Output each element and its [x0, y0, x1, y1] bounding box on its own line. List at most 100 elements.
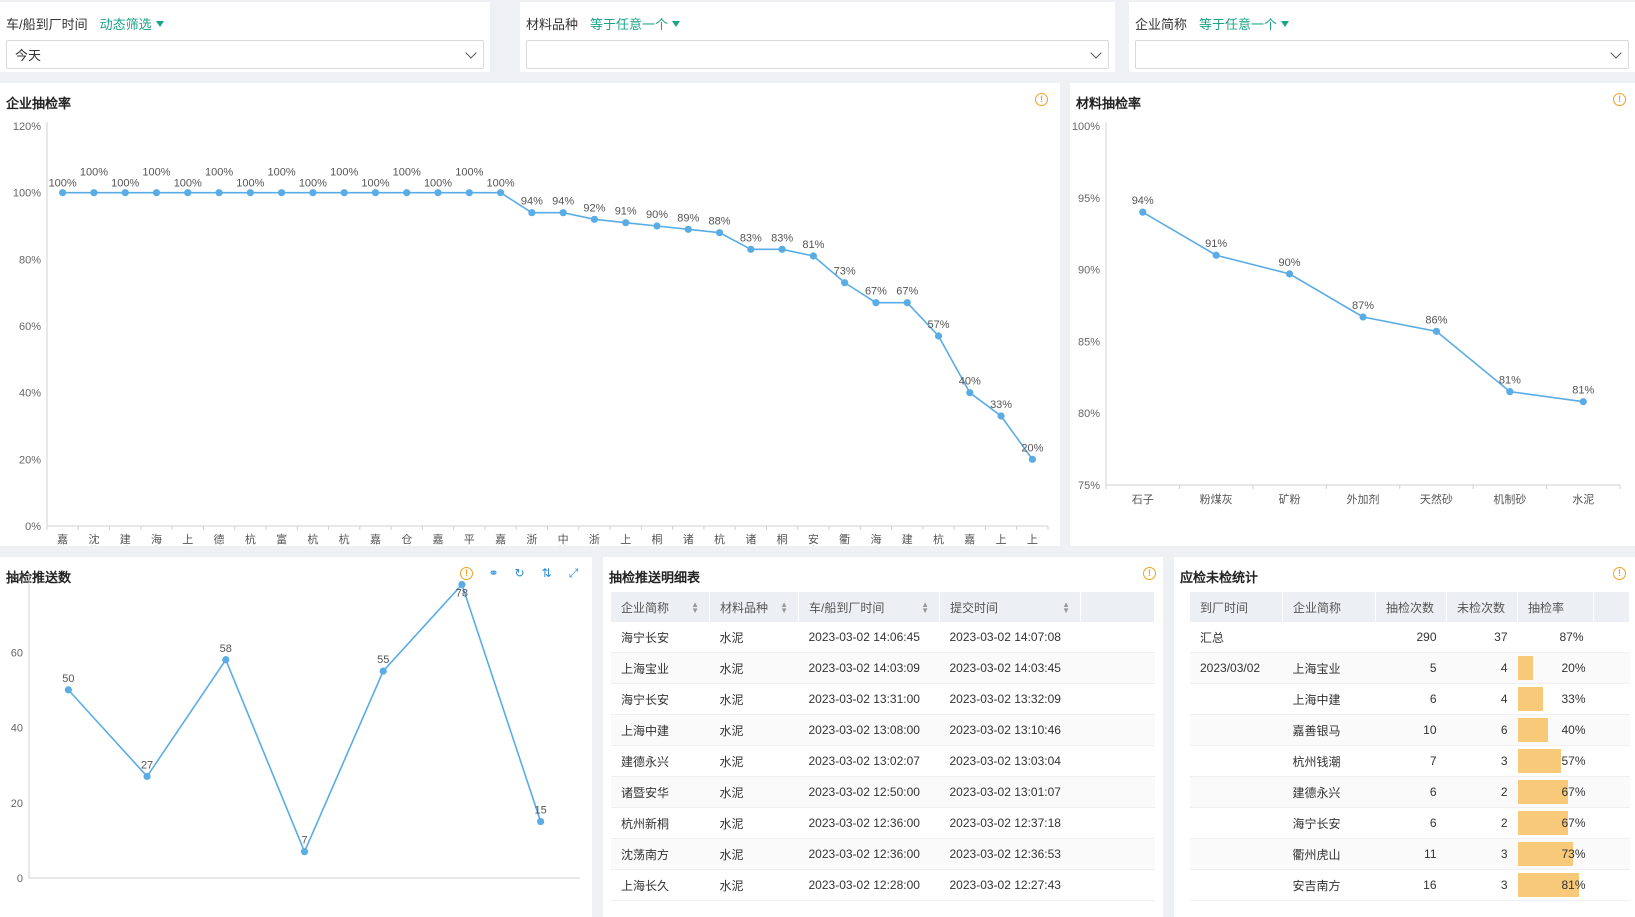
table-row[interactable]: 上海长久 水泥 2023-03-02 12:28:00 2023-03-02 12:2…: [611, 869, 1155, 901]
table-cell-empty: [1593, 652, 1630, 684]
table-row[interactable]: 沈荡南方 水泥 2023-03-02 12:36:00 2023-03-02 12:3…: [611, 838, 1155, 870]
info-icon[interactable]: !: [1613, 567, 1626, 580]
table-row[interactable]: 2023/03/02 上海宝业 5 4 20%: [1190, 652, 1630, 684]
data-label: 15: [535, 805, 547, 817]
data-label: 90%: [646, 209, 668, 221]
info-icon[interactable]: !: [1613, 93, 1626, 106]
table-cell: 水泥: [709, 683, 799, 715]
x-tick-label: 杭州新桐: [339, 532, 350, 546]
table-row[interactable]: 上海宝业 水泥 2023-03-02 14:03:09 2023-03-02 14:0…: [611, 652, 1155, 684]
table-row[interactable]: 上海中建 水泥 2023-03-02 13:08:00 2023-03-02 13:1…: [611, 714, 1155, 746]
data-label: 100%: [455, 167, 483, 179]
filter-title: 车/船到厂时间: [6, 17, 88, 32]
col-header-missed[interactable]: 未检次数: [1446, 592, 1518, 622]
material-select[interactable]: [526, 40, 1109, 69]
col-header-company[interactable]: 企业简称 ▲ ▼: [611, 592, 710, 622]
material-rate-chart: 75% 80% 85% 90% 95% 100% 石子 粉煤灰 矿粉 外加剂 天然砂 机制砂 水泥 94%…: [1072, 121, 1621, 506]
table-row[interactable]: 安吉南方 16 3 81%: [1190, 869, 1630, 901]
info-icon[interactable]: !: [460, 567, 473, 580]
y-tick-label: 0%: [25, 521, 41, 533]
y-tick-label: 0: [17, 873, 23, 885]
data-point: [1028, 455, 1036, 463]
company-cell: 杭州钱潮: [1282, 745, 1376, 777]
data-point: [966, 389, 974, 397]
missed-cell: 2: [1446, 776, 1518, 808]
expand-icon[interactable]: ⤢: [568, 566, 579, 580]
table-cell: 水泥: [709, 807, 799, 839]
x-tick-label: 水泥: [1572, 493, 1594, 506]
col-header-material[interactable]: 材料品种 ▲ ▼: [709, 592, 799, 622]
panel-title: 抽检推送明细表: [609, 570, 701, 585]
summary-count: 290: [1375, 622, 1447, 653]
filter-mode-dropdown[interactable]: 等于任意一个: [590, 14, 681, 33]
sort-icon[interactable]: ▲ ▼: [921, 599, 929, 615]
table-row[interactable]: 诸暨安华 水泥 2023-03-02 12:50:00 2023-03-02 13:0…: [611, 776, 1155, 808]
col-header-count[interactable]: 抽检次数: [1375, 592, 1447, 622]
missed-cell: 3: [1446, 869, 1518, 901]
col-header-submit[interactable]: 提交时间 ▲ ▼: [939, 592, 1081, 622]
col-header-arrival[interactable]: 车/船到厂时间 ▲ ▼: [798, 592, 940, 622]
col-header-rate[interactable]: 抽检率: [1517, 592, 1594, 622]
company-cell: 上海宝业: [1282, 652, 1376, 684]
company-cell: 安吉南方: [1282, 869, 1376, 901]
filter-mode-dropdown[interactable]: 动态筛选: [100, 14, 164, 33]
sort-icon[interactable]: ▲ ▼: [1062, 599, 1070, 615]
select-value: 今天: [15, 48, 42, 63]
data-label: 89%: [677, 212, 699, 224]
panel-title: 材料抽检率: [1076, 96, 1142, 111]
x-tick-label: 机制砂: [1493, 492, 1526, 506]
missed-cell: 4: [1446, 683, 1518, 715]
col-header-company[interactable]: 企业简称: [1282, 592, 1376, 622]
info-icon[interactable]: !: [1035, 93, 1048, 106]
uninspected-table: 到厂时间 企业简称 抽检次数 未检次数 抽检率 汇总 290 37 87% 2023/0…: [1190, 592, 1630, 901]
x-tick-label: 杭州西子: [245, 532, 256, 546]
table-cell-empty: [1080, 622, 1155, 653]
arrival-time-select[interactable]: 今天: [6, 40, 484, 69]
y-tick-label: 20%: [19, 454, 41, 466]
data-label: 83%: [771, 232, 793, 244]
rate-bar-cell: 33%: [1517, 683, 1594, 715]
link-icon[interactable]: ⚭: [488, 566, 499, 580]
data-label: 100%: [49, 178, 77, 190]
data-label: 100%: [80, 167, 108, 179]
y-tick-label: 120%: [13, 121, 41, 133]
table-cell: 沈荡南方: [611, 838, 710, 870]
table-row[interactable]: 上海中建 6 4 33%: [1190, 683, 1630, 715]
table-cell: 水泥: [709, 622, 799, 653]
table-row[interactable]: 杭州钱潮 7 3 57%: [1190, 745, 1630, 777]
refresh-icon[interactable]: ↻: [514, 566, 525, 580]
x-tick-label: 上海长久: [182, 533, 193, 546]
data-point: [90, 189, 98, 197]
table-row[interactable]: 海宁长安 6 2 67%: [1190, 807, 1630, 839]
data-label: 81%: [1572, 385, 1594, 397]
company-select[interactable]: [1135, 40, 1629, 69]
table-cell: 2023-03-02 12:36:53: [939, 838, 1081, 870]
table-cell: 2023-03-02 12:28:00: [798, 869, 940, 901]
col-header-date[interactable]: 到厂时间: [1190, 592, 1283, 622]
table-cell: 2023-03-02 12:36:00: [798, 807, 940, 839]
table-row[interactable]: 衢州虎山 11 3 73%: [1190, 838, 1630, 870]
rate-label: 57%: [1561, 754, 1586, 768]
data-label: 81%: [802, 239, 824, 251]
chevron-down-icon: [465, 46, 477, 59]
sort-icon[interactable]: ⇅: [541, 566, 552, 580]
sort-icon[interactable]: ▲ ▼: [780, 599, 788, 615]
summary-rate: 87%: [1517, 622, 1594, 653]
x-tick-label: 上海首钢: [620, 533, 631, 546]
y-tick-label: 80%: [1078, 408, 1100, 420]
filter-mode-dropdown[interactable]: 等于任意一个: [1199, 14, 1290, 33]
table-row[interactable]: 杭州新桐 水泥 2023-03-02 12:36:00 2023-03-02 12:3…: [611, 807, 1155, 839]
table-row[interactable]: 海宁长安 水泥 2023-03-02 14:06:45 2023-03-02 14:0…: [611, 622, 1155, 653]
missed-cell: 2: [1446, 807, 1518, 839]
table-row[interactable]: 嘉善银马 10 6 40%: [1190, 714, 1630, 746]
table-cell: 2023-03-02 14:07:08: [939, 622, 1081, 653]
table-row[interactable]: 建德永兴 水泥 2023-03-02 13:02:07 2023-03-02 13:0…: [611, 745, 1155, 777]
info-icon[interactable]: !: [1143, 567, 1156, 580]
x-tick-label: 桐乡石门: [777, 532, 788, 546]
table-cell: 2023-03-02 13:03:04: [939, 745, 1081, 777]
sort-icon[interactable]: ▲ ▼: [691, 599, 699, 615]
table-row[interactable]: 建德永兴 6 2 67%: [1190, 776, 1630, 808]
table-row[interactable]: 海宁长安 水泥 2023-03-02 13:31:00 2023-03-02 13:3…: [611, 683, 1155, 715]
y-tick-label: 80: [11, 572, 23, 584]
x-tick-label: 浙江环通: [526, 533, 537, 546]
